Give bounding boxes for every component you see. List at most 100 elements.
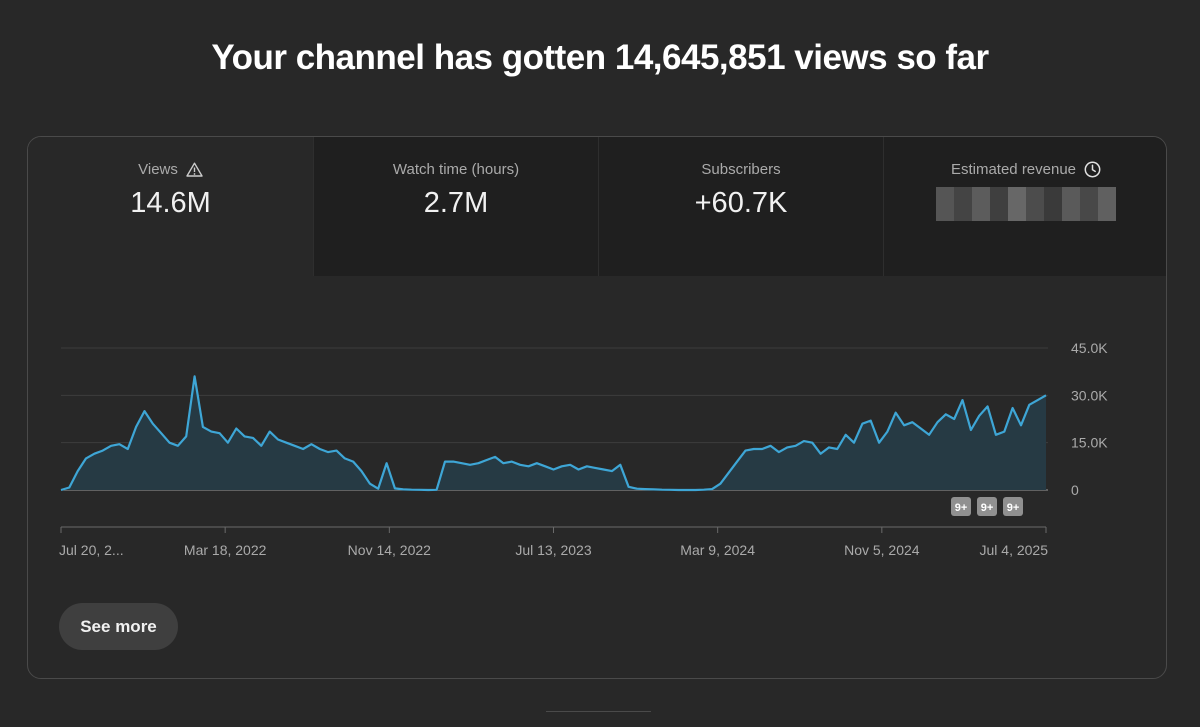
data-point — [427, 489, 429, 491]
data-point — [160, 432, 162, 434]
data-point — [260, 445, 262, 447]
data-point — [886, 431, 888, 433]
data-point — [953, 418, 955, 420]
data-point — [77, 470, 79, 472]
y-tick-label: 0 — [1071, 482, 1079, 498]
data-point — [878, 442, 880, 444]
data-point — [210, 431, 212, 433]
data-point — [761, 448, 763, 450]
data-point — [419, 489, 421, 491]
data-point — [269, 431, 271, 433]
tab-subscribers-label: Subscribers — [701, 161, 781, 178]
views-line[interactable] — [60, 375, 1047, 492]
data-point — [394, 487, 396, 489]
data-point — [302, 448, 304, 450]
data-point — [502, 462, 504, 464]
data-point — [294, 445, 296, 447]
tab-watch-time[interactable]: Watch time (hours) 2.7M — [313, 137, 598, 276]
data-point — [828, 446, 830, 448]
data-point — [719, 483, 721, 485]
data-point — [85, 457, 87, 459]
data-point — [527, 465, 529, 467]
data-point — [152, 423, 154, 425]
data-point — [461, 462, 463, 464]
x-tick-label: Jul 20, 2... — [59, 542, 124, 558]
data-point — [486, 459, 488, 461]
data-point — [795, 445, 797, 447]
data-point — [644, 488, 646, 490]
data-point — [1003, 431, 1005, 433]
data-point — [93, 453, 95, 455]
data-point — [703, 489, 705, 491]
tab-subscribers[interactable]: Subscribers +60.7K — [598, 137, 883, 276]
analytics-card: Views 14.6M Watch time (hours) 2.7M Subs… — [27, 136, 1167, 679]
data-point — [845, 434, 847, 436]
x-tick-label: Mar 9, 2024 — [680, 542, 755, 558]
tab-views[interactable]: Views 14.6M — [28, 137, 313, 276]
warning-icon[interactable] — [186, 162, 203, 177]
data-point — [386, 462, 388, 464]
see-more-button[interactable]: See more — [59, 603, 178, 650]
data-point — [185, 435, 187, 437]
tab-watch-time-value: 2.7M — [423, 187, 489, 219]
data-point — [753, 448, 755, 450]
data-point — [361, 470, 363, 472]
data-point — [327, 451, 329, 453]
data-point — [285, 442, 287, 444]
x-tick-label: Jul 4, 2025 — [980, 542, 1049, 558]
page-headline: Your channel has gotten 14,645,851 views… — [211, 38, 989, 77]
data-point — [127, 448, 129, 450]
data-point — [102, 450, 104, 452]
data-point — [369, 483, 371, 485]
data-point — [811, 442, 813, 444]
tab-watch-time-label: Watch time (hours) — [392, 161, 520, 178]
data-point — [903, 424, 905, 426]
data-point — [402, 488, 404, 490]
data-point — [694, 489, 696, 491]
data-point — [169, 442, 171, 444]
tab-estimated-revenue[interactable]: Estimated revenue — [883, 137, 1166, 276]
annotation-badge[interactable]: 9+ — [951, 497, 971, 516]
data-point — [661, 489, 663, 491]
data-point — [728, 472, 730, 474]
annotation-badge[interactable]: 9+ — [977, 497, 997, 516]
data-point — [194, 375, 196, 377]
data-point — [177, 445, 179, 447]
data-point — [678, 489, 680, 491]
data-point — [987, 405, 989, 407]
revenue-value-redacted — [936, 187, 1116, 221]
data-point — [778, 451, 780, 453]
data-point — [803, 440, 805, 442]
x-tick-label: Nov 5, 2024 — [844, 542, 920, 558]
data-point — [569, 464, 571, 466]
y-tick-label: 15.0K — [1071, 435, 1108, 451]
tab-estimated-revenue-label: Estimated revenue — [950, 161, 1077, 178]
data-point — [669, 489, 671, 491]
bottom-divider — [546, 711, 651, 712]
data-point — [436, 489, 438, 491]
data-point — [335, 450, 337, 452]
data-point — [962, 399, 964, 401]
data-point — [786, 446, 788, 448]
data-point — [494, 456, 496, 458]
data-point — [1045, 394, 1047, 396]
data-point — [711, 488, 713, 490]
clock-icon[interactable] — [1084, 161, 1101, 178]
data-point — [452, 461, 454, 463]
data-point — [686, 489, 688, 491]
data-point — [1020, 424, 1022, 426]
data-point — [377, 488, 379, 490]
data-point — [60, 489, 62, 491]
data-point — [619, 464, 621, 466]
data-point — [870, 420, 872, 422]
data-point — [603, 468, 605, 470]
badge-label: 9+ — [981, 502, 994, 514]
annotation-badge[interactable]: 9+ — [1003, 497, 1023, 516]
data-point — [319, 448, 321, 450]
data-point — [736, 461, 738, 463]
data-point — [143, 410, 145, 412]
x-axis: Jul 20, 2... Mar 18, 2022 Nov 14, 2022 Jul … — [59, 526, 1049, 558]
data-point — [135, 426, 137, 428]
data-point — [636, 488, 638, 490]
data-point — [936, 421, 938, 423]
